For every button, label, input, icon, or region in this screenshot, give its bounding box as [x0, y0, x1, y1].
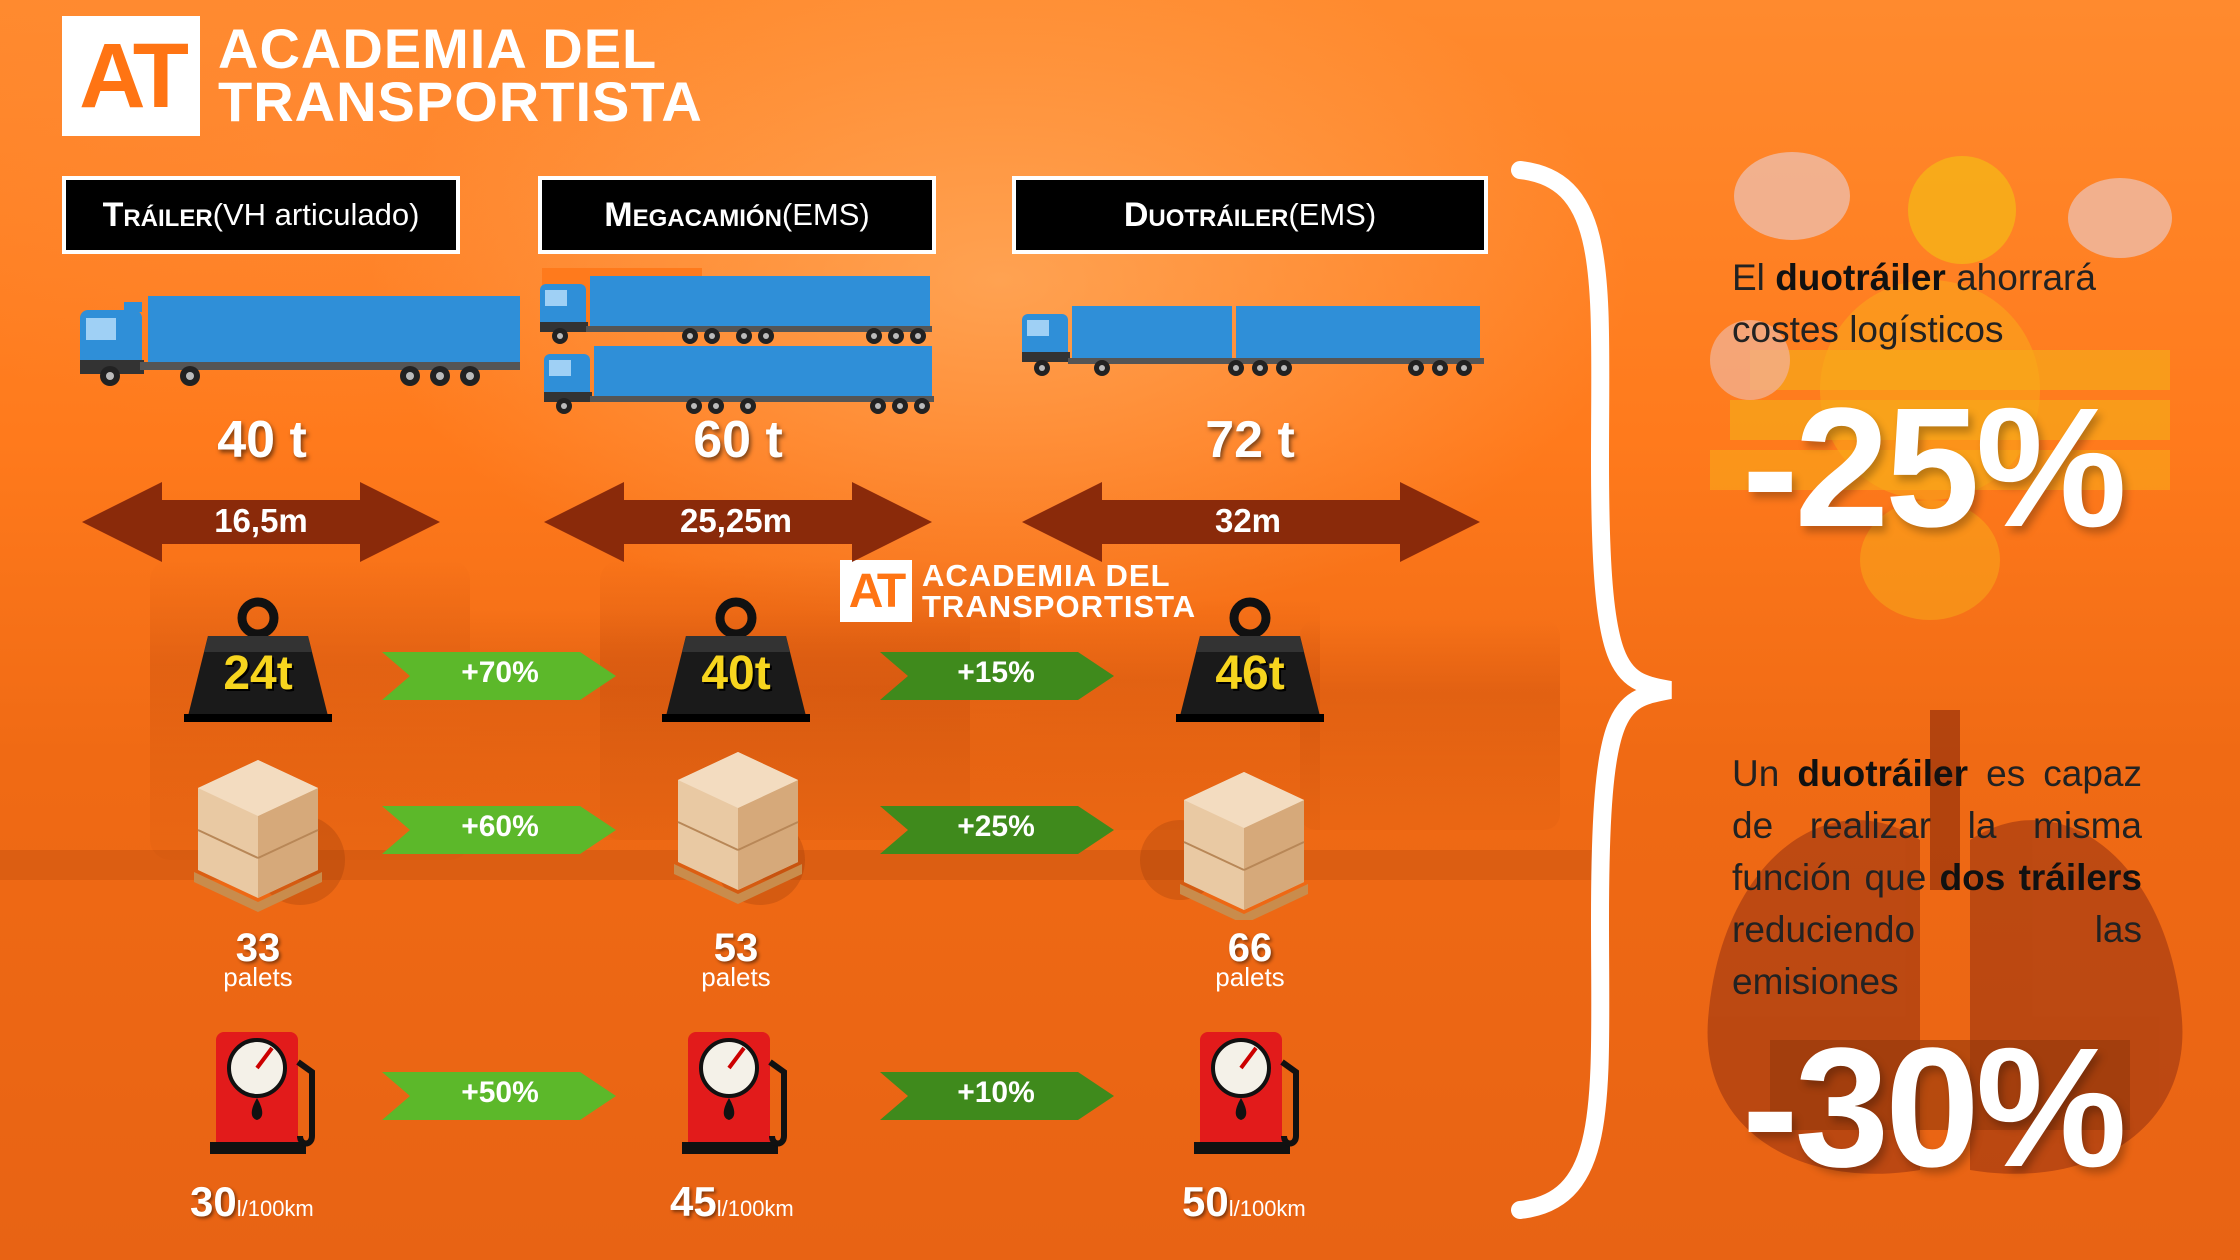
lungs-icon: [1707, 710, 2183, 1174]
right-panel-illustrations: [1707, 152, 2183, 1174]
arrow-fuel-2: [880, 1072, 1114, 1120]
fuel-pump-icon-trailer: [210, 1032, 312, 1154]
increment-pallets-1: +60%: [461, 810, 539, 843]
arrow-pallets-2: [880, 806, 1114, 854]
truck-megacamion-icon-bottom: [544, 346, 746, 414]
pallets-unit-megacamion: palets: [701, 962, 771, 992]
watermark-line-2: TRANSPORTISTA: [922, 589, 1197, 624]
fuel-unit-megacamion: l/100km: [716, 1196, 794, 1221]
pallets-trailer: 33: [235, 926, 281, 970]
truck-megacamion-trailer-top: [720, 276, 932, 344]
length-duotrailer: 32m: [1214, 502, 1282, 539]
arrow-weight-1: [382, 652, 616, 700]
increment-arrows: [382, 652, 1114, 1120]
header-trailer-name: Tráiler: [102, 195, 213, 234]
fuel-duotrailer: 50l/100km: [1182, 1178, 1306, 1226]
emissions-text-bold-2: dos tráilers: [1939, 857, 2142, 898]
length-arrows: [82, 482, 1480, 562]
watermark-line-1: ACADEMIA DEL: [922, 558, 1171, 593]
increment-fuel-1: +50%: [461, 1076, 539, 1109]
costs-text-post: ahorrará costes logísticos: [1732, 257, 2096, 350]
length-arrow-duotrailer: [1022, 482, 1480, 562]
fuel-unit-trailer: l/100km: [236, 1196, 314, 1221]
costs-saving-value: -25%: [1742, 373, 2127, 563]
increment-weight-1: +70%: [461, 656, 539, 689]
fuel-unit-duotrailer: l/100km: [1228, 1196, 1306, 1221]
header-megacamion: Megacamión (EMS): [538, 176, 936, 254]
logo-line-2: TRANSPORTISTA: [218, 70, 703, 134]
truck-duotrailer-second-trailer: [1228, 306, 1484, 376]
increment-weight-2: +15%: [957, 656, 1035, 689]
emissions-description: Un duotráiler es capaz de realizar la mi…: [1732, 748, 2142, 1008]
header-trailer: Tráiler (VH articulado): [62, 176, 460, 254]
header-duotrailer: Duotráiler (EMS): [1012, 176, 1488, 254]
arrow-weight-2: [880, 652, 1114, 700]
tons-megacamion: 60 t: [693, 411, 783, 469]
emissions-text-post: reduciendo las emisiones: [1732, 909, 2142, 1002]
pallets-duotrailer: 66: [1227, 926, 1273, 970]
truck-megacamion-icon-top: [540, 276, 742, 344]
logo-title: ACADEMIA DEL TRANSPORTISTA: [218, 17, 703, 134]
length-arrow-trailer: [82, 482, 440, 562]
logo-mark: AT: [62, 16, 200, 136]
euro-coins-icon: [1710, 152, 2172, 620]
logo-line-1: ACADEMIA DEL: [218, 17, 658, 80]
fuel-megacamion: 45l/100km: [670, 1178, 794, 1226]
watermark-logo-mark: AT: [840, 560, 912, 622]
emissions-text-bold-1: duotráiler: [1797, 753, 1969, 794]
weight-megacamion: 40t: [701, 647, 771, 700]
fuel-value-duotrailer: 50: [1182, 1178, 1229, 1225]
fuel-value-trailer: 30: [190, 1178, 237, 1225]
tons-duotrailer: 72 t: [1205, 411, 1295, 469]
length-megacamion: 25,25m: [680, 502, 792, 539]
fuel-trailer: 30l/100km: [190, 1178, 314, 1226]
header-megacamion-suffix: (EMS): [781, 197, 870, 232]
arrow-pallets-1: [382, 806, 616, 854]
fuel-pump-icon-megacamion: [682, 1032, 784, 1154]
tons-trailer: 40 t: [217, 411, 307, 469]
pallets-unit-duotrailer: palets: [1215, 962, 1285, 992]
weight-duotrailer: 46t: [1215, 647, 1285, 700]
truck-megacamion-trailer-bottom: [724, 346, 934, 414]
emissions-text-pre: Un: [1732, 753, 1798, 794]
header-trailer-suffix: (VH articulado): [212, 197, 420, 232]
fuel-pump-icon-duotrailer: [1194, 1032, 1296, 1154]
pallets-megacamion: 53: [713, 926, 759, 970]
arrow-fuel-1: [382, 1072, 616, 1120]
emissions-text-mid: es capaz de realizar la misma función qu…: [1732, 753, 2143, 898]
increment-fuel-2: +10%: [957, 1076, 1035, 1109]
fuel-pump-icons: [0, 0, 1560, 1180]
increment-pallets-2: +25%: [957, 810, 1035, 843]
pallets-unit-trailer: palets: [223, 962, 293, 992]
costs-description: El duotráiler ahorrará costes logísticos: [1732, 252, 2142, 356]
watermark-logo-title: ACADEMIA DEL TRANSPORTISTA: [922, 560, 1196, 622]
costs-text-pre: El: [1732, 257, 1776, 298]
costs-text-bold: duotráiler: [1775, 257, 1946, 298]
truck-illustrations-b: [540, 268, 1484, 414]
truck-trailer-icon: [80, 296, 520, 386]
header-megacamion-name: Megacamión: [604, 195, 782, 234]
length-arrow-megacamion: [544, 482, 932, 562]
weight-trailer: 24t: [223, 647, 293, 700]
curly-brace: [1511, 161, 1672, 1219]
truck-duotrailer-icon: [1022, 306, 1256, 376]
header-duotrailer-suffix: (EMS): [1288, 197, 1377, 232]
header-duotrailer-name: Duotráiler: [1123, 195, 1289, 234]
emissions-saving-value: -30%: [1742, 1013, 2127, 1203]
length-trailer: 16,5m: [214, 502, 308, 539]
fuel-value-megacamion: 45: [670, 1178, 717, 1225]
